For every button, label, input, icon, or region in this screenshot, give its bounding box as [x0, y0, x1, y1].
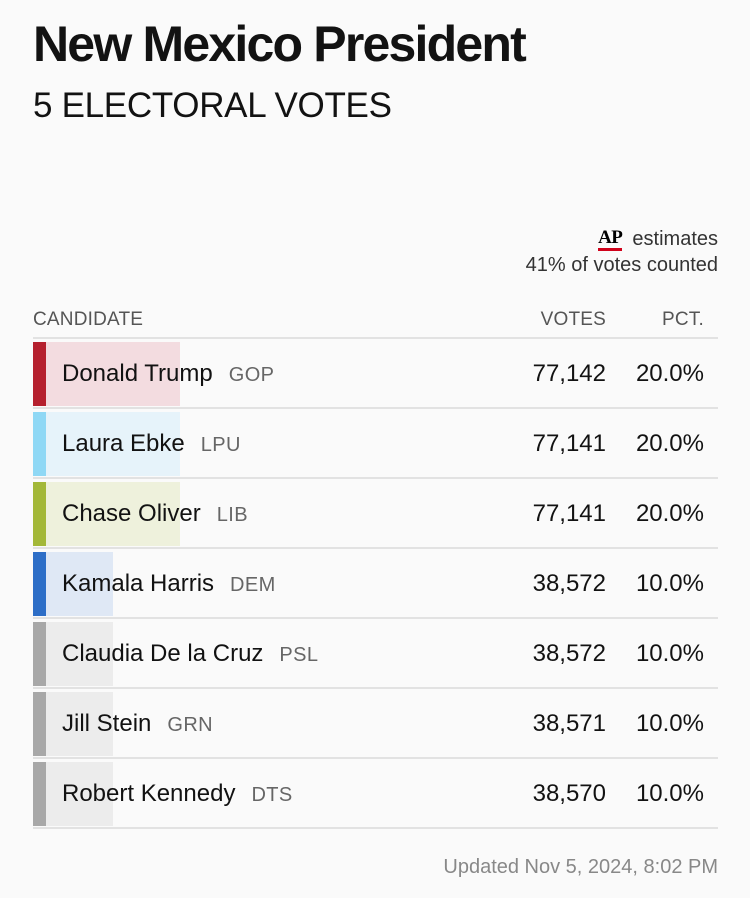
candidate-name: Jill Stein [62, 710, 152, 737]
candidate-name: Robert Kennedy [62, 780, 236, 807]
table-row: Laura Ebke LPU 77,141 20.0% [33, 409, 718, 479]
candidate-cell: Robert Kennedy DTS [62, 780, 293, 809]
candidate-party: PSL [279, 644, 319, 666]
table-row: Chase Oliver LIB 77,141 20.0% [33, 479, 718, 549]
party-color-bar [33, 412, 46, 476]
vote-share-bar [46, 412, 180, 476]
vote-share-bar [46, 622, 113, 686]
vote-count: 38,572 [532, 570, 606, 597]
table-row: Claudia De la Cruz PSL 38,572 10.0% [33, 619, 718, 689]
candidate-party: GOP [228, 364, 275, 386]
votes-column-header: VOTES [540, 309, 606, 330]
table-row: Jill Stein GRN 38,571 10.0% [33, 689, 718, 759]
candidate-name: Laura Ebke [62, 430, 185, 457]
party-color-bar [33, 552, 46, 616]
vote-share-bar [46, 692, 113, 756]
candidate-name: Chase Oliver [62, 500, 201, 527]
results-table: CANDIDATE VOTES PCT. Donald Trump GOP 77,1… [33, 300, 718, 829]
candidate-cell: Claudia De la Cruz PSL [62, 640, 318, 669]
vote-percentage: 10.0% [635, 640, 704, 667]
candidate-cell: Kamala Harris DEM [62, 570, 276, 599]
vote-count: 38,572 [532, 640, 606, 667]
vote-count: 77,141 [532, 500, 606, 527]
updated-timestamp: Updated Nov 5, 2024, 8:02 PM [443, 856, 718, 878]
table-body: Donald Trump GOP 77,142 20.0% Laura Ebke LPU 7… [33, 339, 718, 829]
candidate-name: Donald Trump [62, 360, 213, 387]
vote-percentage: 10.0% [635, 570, 704, 597]
vote-count: 77,141 [532, 430, 606, 457]
candidate-name: Claudia De la Cruz [62, 640, 264, 667]
candidate-party: LPU [200, 434, 241, 456]
candidate-cell: Chase Oliver LIB [62, 500, 248, 529]
party-color-bar [33, 342, 46, 406]
party-color-bar [33, 692, 46, 756]
table-row: Donald Trump GOP 77,142 20.0% [33, 339, 718, 409]
pct-column-header: PCT. [662, 309, 704, 330]
party-color-bar [33, 762, 46, 826]
vote-percentage: 20.0% [635, 430, 704, 457]
candidate-cell: Laura Ebke LPU [62, 430, 241, 459]
estimates-label: estimates [632, 228, 718, 250]
vote-percentage: 20.0% [635, 360, 704, 387]
vote-share-bar [46, 762, 113, 826]
vote-count: 38,571 [532, 710, 606, 737]
electoral-votes-subtitle: 5 ELECTORAL VOTES [33, 86, 392, 125]
vote-share-bar [46, 552, 113, 616]
table-row: Kamala Harris DEM 38,572 10.0% [33, 549, 718, 619]
vote-percentage: 10.0% [635, 780, 704, 807]
vote-share-bar [46, 342, 180, 406]
candidate-party: DTS [251, 784, 293, 806]
table-row: Robert Kennedy DTS 38,570 10.0% [33, 759, 718, 829]
ap-estimates: AP estimates 41% of votes counted [526, 226, 718, 278]
vote-count: 77,142 [532, 360, 606, 387]
vote-share-bar [46, 482, 180, 546]
ap-logo-icon: AP [598, 227, 623, 251]
vote-count: 38,570 [532, 780, 606, 807]
page-title: New Mexico President [33, 16, 527, 72]
vote-percentage: 10.0% [635, 710, 704, 737]
table-header: CANDIDATE VOTES PCT. [33, 300, 718, 339]
candidate-cell: Donald Trump GOP [62, 360, 274, 389]
votes-counted: 41% of votes counted [525, 254, 718, 276]
candidate-party: GRN [167, 714, 214, 736]
candidate-name: Kamala Harris [62, 570, 215, 597]
party-color-bar [33, 482, 46, 546]
candidate-party: DEM [230, 574, 276, 596]
candidate-party: LIB [216, 504, 248, 526]
party-color-bar [33, 622, 46, 686]
candidate-column-header: CANDIDATE [33, 309, 144, 330]
vote-percentage: 20.0% [635, 500, 704, 527]
candidate-cell: Jill Stein GRN [62, 710, 213, 739]
